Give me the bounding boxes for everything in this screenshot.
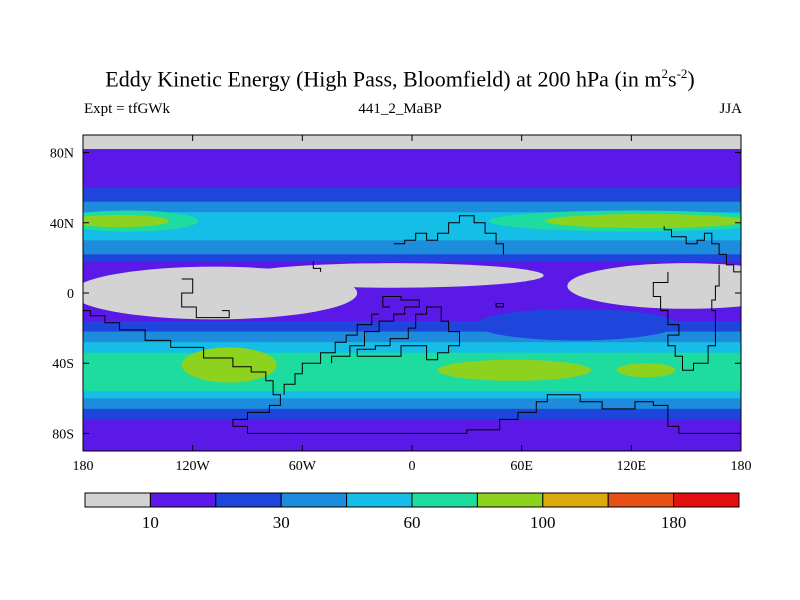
x-tick-label: 120E xyxy=(617,459,647,474)
y-tick-label: 40S xyxy=(52,357,74,372)
x-tick-label: 0 xyxy=(409,459,416,474)
coastline-antarctica-west xyxy=(283,313,380,395)
colorbar-swatch xyxy=(149,492,217,508)
x-tick-label: 60E xyxy=(510,459,533,474)
coastline-arabia xyxy=(312,261,322,272)
coastline-south-america xyxy=(356,306,460,361)
colorbar-swatch xyxy=(476,492,544,508)
ek-patch-tropic-blue-east xyxy=(475,308,678,341)
coastline-central-america xyxy=(181,278,230,319)
ek-band-15 xyxy=(83,398,741,410)
ek-band-0 xyxy=(83,135,741,150)
colorbar-swatch xyxy=(673,492,740,508)
y-tick-label: 40N xyxy=(50,217,74,232)
ek-patch-tropic-gray-west-ext xyxy=(243,263,544,288)
ek-band-10 xyxy=(83,321,741,333)
ek-band-6 xyxy=(83,254,741,262)
ek-band-3 xyxy=(83,201,741,213)
chart-title: Eddy Kinetic Energy (High Pass, Bloomfie… xyxy=(105,66,695,92)
ek-band-1 xyxy=(83,149,741,189)
ek-patch-sh-jet-indian xyxy=(437,359,592,381)
ek-patch-nh-jet-atlantic-core xyxy=(83,214,169,228)
ek-patch-sh-jet-australia xyxy=(616,363,676,378)
ek-band-14 xyxy=(83,391,741,399)
colorbar-label: 30 xyxy=(273,513,290,532)
coastline-india xyxy=(495,303,504,308)
x-tick-label: 120W xyxy=(176,459,211,474)
coastline-china xyxy=(663,226,741,273)
colorbar-label: 60 xyxy=(404,513,421,532)
ek-patch-sh-jet-pacific xyxy=(181,347,277,383)
colorbar-swatch xyxy=(411,492,478,508)
coastline-eurasia xyxy=(393,215,504,255)
ek-band-5 xyxy=(83,240,741,255)
colorbar-label: 100 xyxy=(530,513,556,532)
y-tick-label: 0 xyxy=(67,287,74,302)
colorbar-swatch xyxy=(84,492,151,508)
ek-patch-nh-jet-pacific-core xyxy=(545,214,741,229)
y-tick-label: 80S xyxy=(52,427,74,442)
ek-band-16 xyxy=(83,408,741,420)
ek-band-9 xyxy=(83,310,741,322)
coastline-north-america xyxy=(83,310,741,434)
x-tick-label: 180 xyxy=(73,459,94,474)
experiment-label: Expt = tfGWk xyxy=(84,101,170,117)
ek-patch-tropic-gray-east xyxy=(567,263,741,309)
coastline-africa xyxy=(331,296,420,364)
ek-band-11 xyxy=(83,331,741,343)
colorbar-swatch xyxy=(607,492,675,508)
x-tick-label: 180 xyxy=(731,459,752,474)
season-label: JJA xyxy=(719,101,742,117)
colorbar-swatch xyxy=(542,492,609,508)
x-tick-label: 60W xyxy=(289,459,317,474)
colorbar-label: 10 xyxy=(142,513,159,532)
colorbar-swatch xyxy=(215,492,282,508)
colorbar: 10 30 60 100 180 xyxy=(84,492,740,532)
y-tick-label: 80N xyxy=(50,147,74,162)
ek-band-2 xyxy=(83,187,741,203)
colorbar-swatch xyxy=(346,492,413,508)
run-label: 441_2_MaBP xyxy=(358,101,442,117)
coastline-australia-east xyxy=(652,264,720,371)
plot-area xyxy=(83,135,741,451)
colorbar-swatch xyxy=(280,492,348,508)
ek-band-12 xyxy=(83,342,741,354)
colorbar-label: 180 xyxy=(661,513,687,532)
